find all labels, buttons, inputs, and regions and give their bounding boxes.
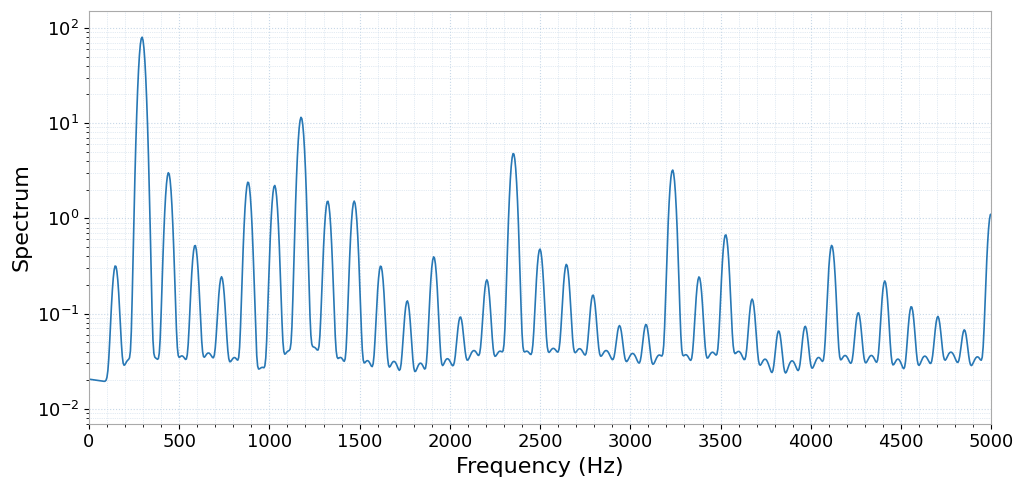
- X-axis label: Frequency (Hz): Frequency (Hz): [456, 457, 624, 477]
- Y-axis label: Spectrum: Spectrum: [11, 163, 31, 271]
